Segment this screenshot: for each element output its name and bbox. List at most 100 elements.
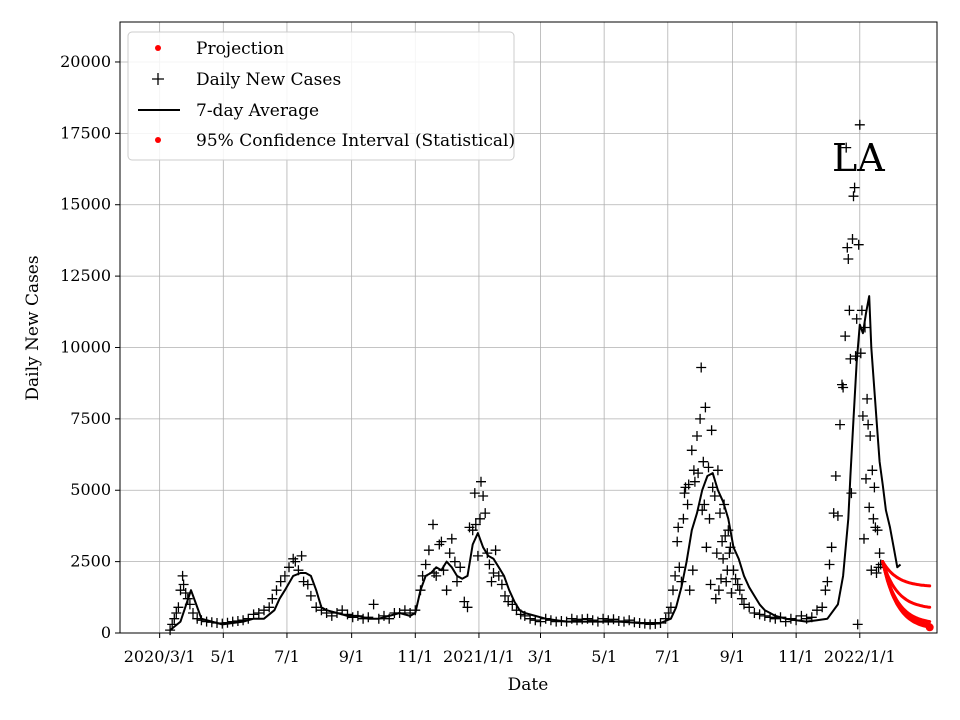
daily-case-point [780,616,791,627]
projection-band [881,560,932,588]
daily-case-point [271,585,282,596]
daily-case-point [728,565,739,576]
daily-case-point [725,542,736,553]
daily-case-point [206,617,217,628]
daily-case-point [511,605,522,616]
daily-case-point [332,608,342,618]
legend-marker-daily-cases [152,73,164,85]
legend-marker-projection [155,45,161,51]
daily-case-point [709,491,720,501]
daily-case-point [222,617,233,628]
daily-case-point [723,525,734,536]
daily-case-point [167,619,178,630]
x-tick-label: 11/1 [778,647,814,666]
daily-case-point [749,608,760,618]
daily-case-point [305,590,316,601]
daily-case-point [692,431,702,441]
y-axis-label: Daily New Cases [23,255,43,400]
daily-case-point [253,608,264,618]
daily-case-point [279,570,290,581]
daily-case-point [701,542,712,553]
daily-case-point [736,593,747,604]
y-axis: 0 2500 5000 7500 10000 12500 15000 17500 20000 [60,52,120,642]
daily-case-point [175,585,186,596]
daily-case-point [785,613,796,624]
daily-case-point [707,482,718,493]
projection-band [881,560,932,629]
daily-case-point [847,234,858,244]
projection-band [881,560,932,609]
daily-case-point [188,608,198,618]
daily-case-point [639,618,650,629]
daily-case-point [472,550,483,561]
daily-case-point [561,616,572,627]
daily-case-point [243,613,254,624]
x-axis: 2020/3/1 5/1 7/1 9/1 11/1 2021/1/1 3/1 5/1 7/1 9/… [124,633,896,666]
legend-frame [127,31,515,161]
daily-case-point [358,613,369,624]
daily-case-point [698,456,709,467]
daily-case-point [683,479,694,490]
daily-case-point [384,613,395,624]
daily-case-point [566,613,577,624]
daily-case-point [869,482,880,493]
daily-case-point [673,522,684,533]
daily-case-point [724,548,735,559]
daily-case-point [871,568,882,578]
daily-case-point [849,182,860,193]
daily-case-point [446,533,457,544]
daily-case-point [480,508,491,519]
daily-case-point [438,565,449,576]
daily-case-point [730,573,741,584]
daily-case-point [490,545,501,556]
legend-marker-confidence-interval [155,137,161,143]
daily-case-point [860,322,870,333]
daily-case-point [650,618,661,629]
daily-case-point [713,585,724,596]
daily-case-point [872,525,883,536]
daily-case-point [820,585,831,596]
daily-case-point [184,599,195,610]
daily-case-point [171,608,182,618]
daily-case-point [449,556,460,567]
legend-label-seven-day-average: 7-day Average [196,101,319,121]
daily-case-point [488,568,499,578]
daily-case-point [668,585,678,596]
daily-case-point [854,119,865,130]
daily-case-point [316,605,327,616]
daily-case-point [866,565,877,576]
daily-case-point [695,413,706,424]
daily-case-point [444,548,455,559]
daily-case-point [732,579,743,590]
x-tick-label: 7/1 [655,647,681,666]
daily-case-point [217,618,228,629]
daily-case-point [582,613,593,624]
daily-case-point [697,505,708,516]
daily-case-point [486,576,497,587]
daily-case-point [864,502,875,513]
daily-case-point [394,608,405,618]
daily-case-point [462,602,473,613]
daily-case-point [519,610,530,621]
daily-case-point [459,596,470,607]
daily-case-point [867,465,878,476]
projection-layer [881,560,934,632]
daily-case-point [739,599,749,610]
y-tick-label: 20000 [60,52,111,71]
daily-case-point [812,605,822,616]
daily-case-point [592,616,603,627]
daily-case-point [699,499,710,510]
x-axis-label: Date [508,675,549,695]
daily-case-point [484,559,495,570]
daily-case-point [428,519,438,530]
daily-case-point [817,602,828,613]
daily-case-point [770,613,781,624]
daily-case-point [410,605,421,616]
y-tick-label: 5000 [70,480,111,499]
daily-case-point [705,579,716,590]
daily-case-point [482,548,493,559]
daily-case-point [347,612,358,623]
projection-end-point [925,623,934,632]
daily-case-point [467,525,478,536]
